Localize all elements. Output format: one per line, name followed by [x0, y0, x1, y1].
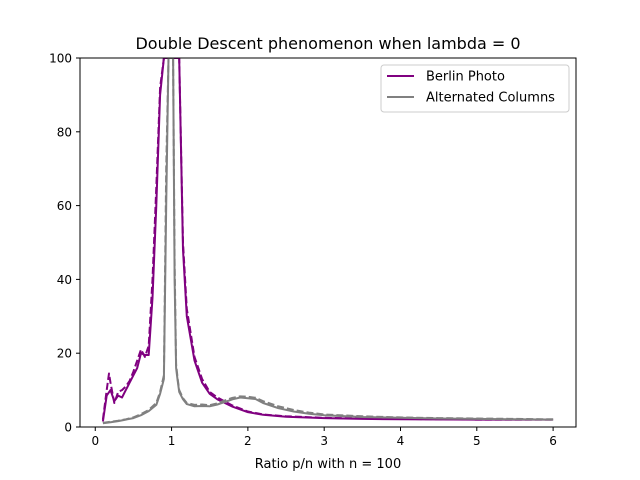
legend-box [380, 64, 570, 113]
x-axis: 0 1 2 3 4 5 6 [91, 427, 557, 448]
x-tick-label: 5 [473, 434, 481, 448]
y-tick-label: 80 [57, 125, 72, 139]
x-tick-label: 1 [168, 434, 176, 448]
x-tick-label: 2 [244, 434, 252, 448]
y-tick-label: 20 [57, 347, 72, 361]
series-line-3 [102, 58, 554, 424]
y-tick-label: 60 [57, 199, 72, 213]
series-line-1 [101, 58, 554, 421]
legend-label-berlin-photo: Berlin Photo [426, 70, 505, 85]
y-tick-label: 0 [64, 421, 72, 435]
series-line-2 [102, 58, 554, 425]
y-tick-label: 100 [49, 52, 72, 66]
legend-label-alternated-columns: Alternated Columns [426, 91, 555, 106]
plot-frame [79, 57, 577, 428]
y-tick-label: 40 [57, 273, 72, 287]
x-tick-label: 4 [397, 434, 405, 448]
x-tick-label: 0 [91, 434, 99, 448]
y-axis: 0 20 40 60 80 100 [49, 52, 80, 435]
x-tick-label: 6 [549, 434, 557, 448]
chart-title: Double Descent phenomenon when lambda = … [135, 34, 520, 53]
x-axis-label: Ratio p/n with n = 100 [255, 457, 401, 472]
series-layer [101, 58, 554, 425]
x-tick-label: 3 [320, 434, 328, 448]
legend: Berlin Photo Alternated Columns [380, 64, 570, 113]
